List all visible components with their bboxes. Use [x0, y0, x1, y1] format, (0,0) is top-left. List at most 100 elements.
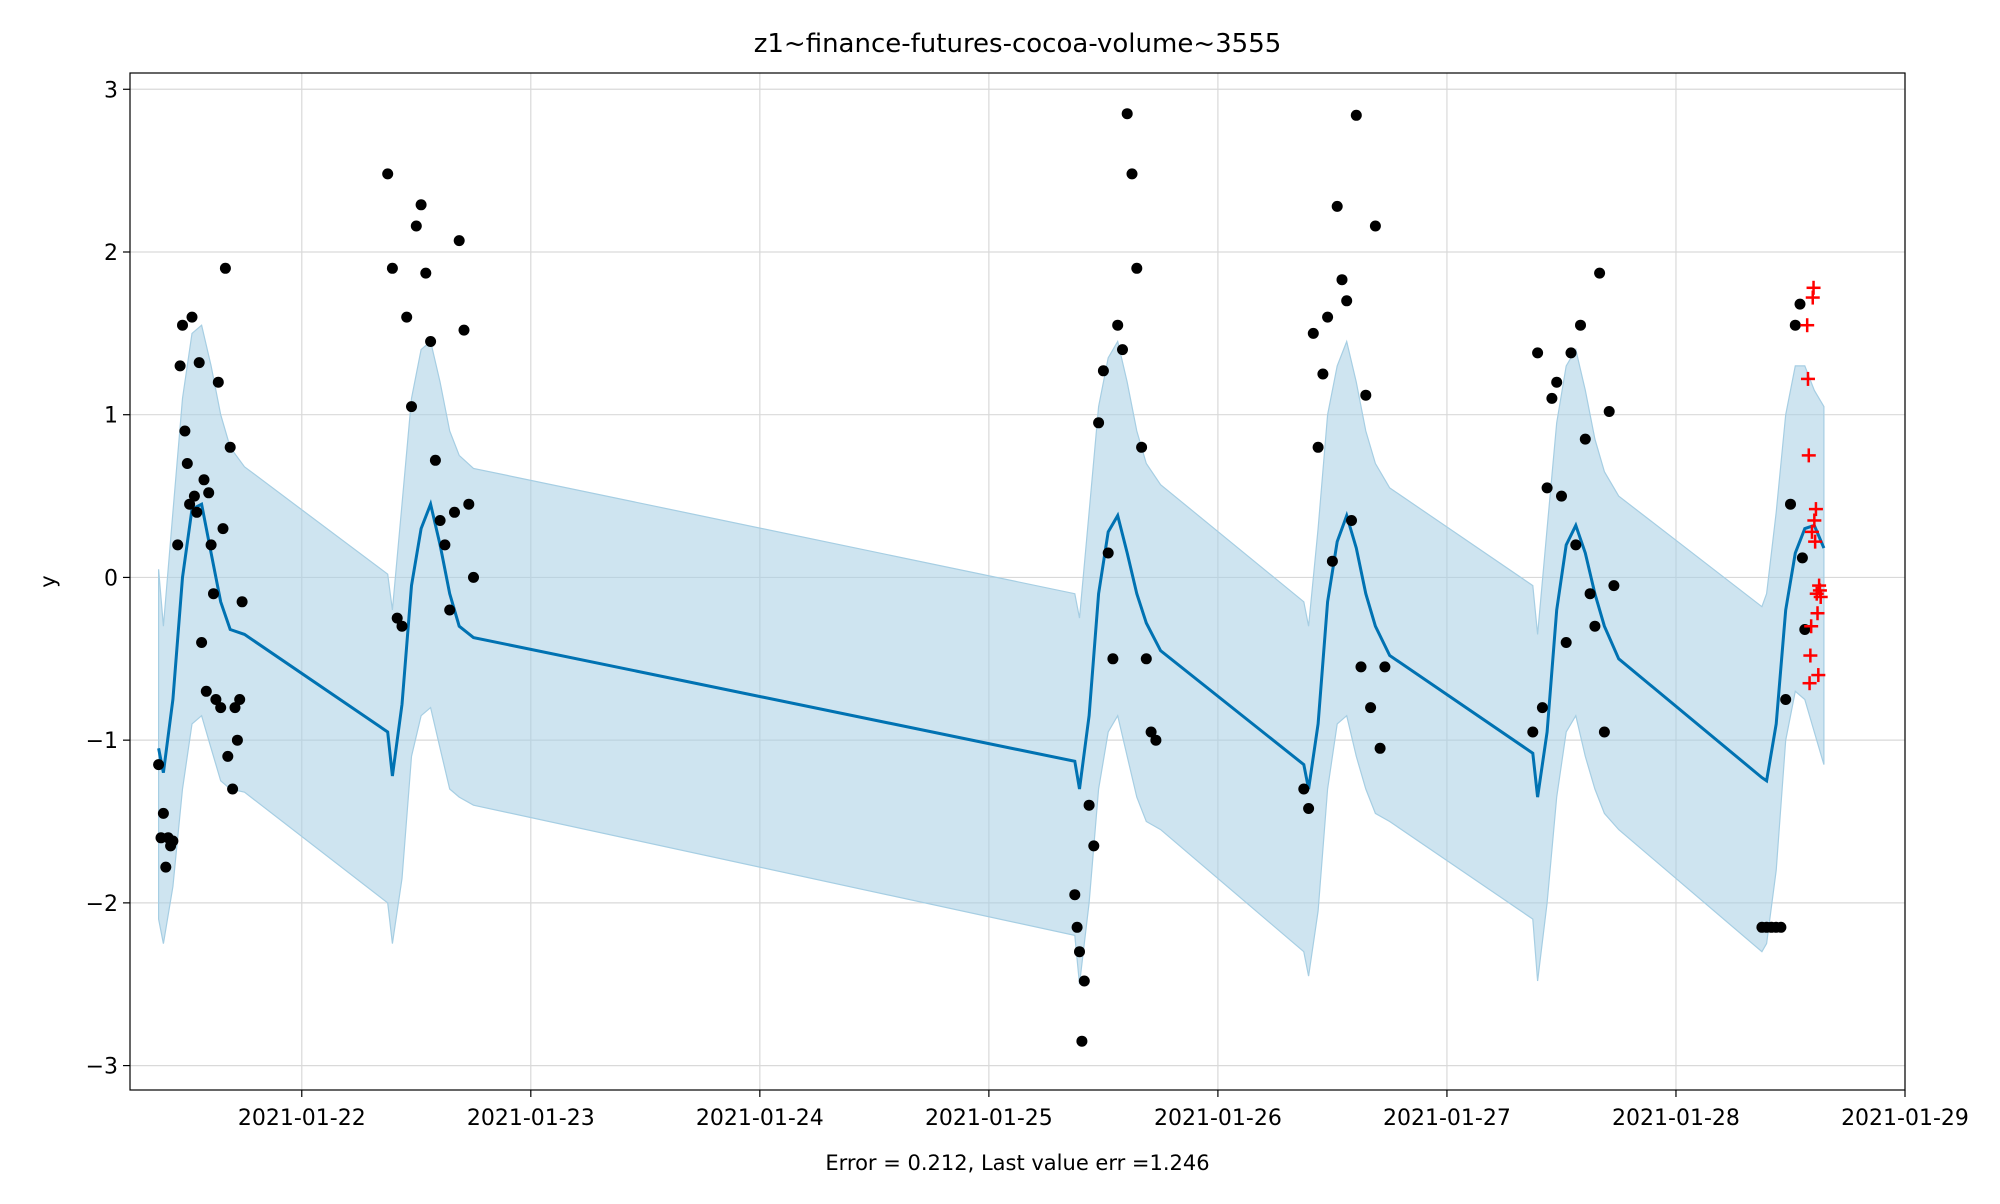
observed-point — [181, 458, 193, 469]
observed-point — [200, 685, 212, 697]
forecast-line — [157, 499, 1826, 798]
observed-point — [420, 267, 432, 279]
future-point — [1804, 619, 1819, 634]
future-point — [1800, 371, 1815, 386]
x-tick-label: 2021-01-22 — [238, 1106, 366, 1131]
observed-point — [234, 694, 246, 705]
future-point — [1808, 502, 1823, 517]
x-tick-label: 2021-01-24 — [696, 1106, 824, 1131]
plot-frame — [129, 72, 1906, 1091]
observed-point — [215, 702, 227, 714]
observed-point — [1322, 311, 1334, 323]
observed-point — [177, 319, 188, 331]
x-tick-label: 2021-01-27 — [1383, 1106, 1511, 1131]
observed-point — [1121, 108, 1133, 120]
observed-point — [382, 168, 394, 180]
uncertainty-band-area — [158, 324, 1825, 985]
observed-point — [208, 588, 219, 600]
y-tick-label: 1 — [104, 404, 118, 429]
observed-point — [210, 694, 222, 705]
observed-point — [1780, 694, 1792, 705]
observed-point — [1374, 742, 1386, 754]
observed-point — [1570, 539, 1582, 551]
future-point — [1813, 589, 1828, 604]
observed-point — [193, 357, 205, 369]
observed-point — [1565, 347, 1577, 359]
future-point — [1810, 606, 1825, 621]
observed-point — [1126, 168, 1138, 180]
observed-point — [1107, 653, 1119, 665]
observed-point — [1575, 319, 1586, 331]
observed-point — [1112, 319, 1124, 331]
observed-point — [1536, 702, 1548, 714]
observed-point — [386, 262, 398, 274]
y-tick-label: 2 — [104, 241, 118, 266]
observed-point — [1117, 344, 1128, 356]
observed-point — [1785, 498, 1796, 510]
future-point — [1801, 448, 1816, 463]
observed-point — [1556, 490, 1567, 502]
y-tick-label: 0 — [104, 566, 118, 591]
observed-point — [1532, 347, 1544, 359]
observed-point — [1097, 365, 1109, 377]
observed-point — [429, 454, 441, 466]
observed-point — [406, 401, 417, 413]
observed-point — [1298, 783, 1310, 795]
observed-point — [1312, 441, 1324, 453]
observed-point — [1541, 482, 1553, 494]
observed-points — [153, 108, 1811, 1047]
x-axis: 2021-01-22 2021-01-23 2021-01-24 2021-01-25… — [238, 1090, 1969, 1131]
future-point — [1803, 648, 1818, 663]
observed-point — [217, 523, 229, 535]
observed-point — [191, 506, 203, 518]
observed-point — [227, 783, 239, 795]
x-tick-label: 2021-01-26 — [1154, 1106, 1282, 1131]
observed-point — [415, 199, 427, 211]
observed-point — [1071, 921, 1083, 933]
observed-point — [1088, 840, 1100, 852]
y-axis-label: y — [36, 575, 60, 587]
observed-point — [160, 861, 172, 873]
observed-point — [1560, 637, 1572, 648]
observed-point — [1379, 661, 1391, 673]
forecast-line-layer — [157, 499, 1826, 798]
observed-point — [1589, 620, 1601, 632]
observed-point — [391, 612, 403, 624]
observed-point — [212, 376, 224, 388]
observed-point — [1102, 547, 1114, 559]
observed-point — [179, 425, 191, 437]
observed-point — [1579, 433, 1591, 445]
uncertainty-band — [158, 324, 1825, 985]
observed-point — [184, 498, 196, 510]
observed-point — [1093, 417, 1105, 429]
y-axis: −3 −2 −1 0 1 2 3 — [86, 78, 130, 1080]
observed-point — [1150, 734, 1162, 746]
observed-point — [1360, 389, 1372, 401]
observed-point — [219, 262, 231, 274]
observed-point — [425, 336, 437, 347]
observed-point — [188, 490, 200, 502]
x-tick-label: 2021-01-29 — [1841, 1106, 1969, 1131]
observed-point — [1350, 109, 1362, 121]
observed-point — [1341, 295, 1353, 307]
x-tick-label: 2021-01-28 — [1612, 1106, 1740, 1131]
observed-point — [172, 539, 184, 551]
x-tick-label: 2021-01-25 — [925, 1106, 1053, 1131]
observed-point — [468, 571, 479, 583]
observed-point — [1131, 262, 1143, 274]
observed-point — [1076, 1035, 1088, 1047]
observed-point — [1598, 726, 1610, 738]
observed-point — [1584, 588, 1596, 600]
observed-point — [167, 835, 179, 847]
observed-point — [449, 506, 460, 518]
future-points — [1800, 280, 1828, 691]
observed-point — [410, 220, 422, 232]
observed-point — [1369, 220, 1381, 232]
observed-point — [153, 759, 165, 771]
observed-point — [1594, 267, 1606, 279]
observed-point — [1136, 441, 1148, 453]
observed-point — [1078, 975, 1090, 987]
observed-point — [1365, 702, 1377, 714]
observed-point — [224, 441, 236, 453]
observed-point — [439, 539, 451, 551]
